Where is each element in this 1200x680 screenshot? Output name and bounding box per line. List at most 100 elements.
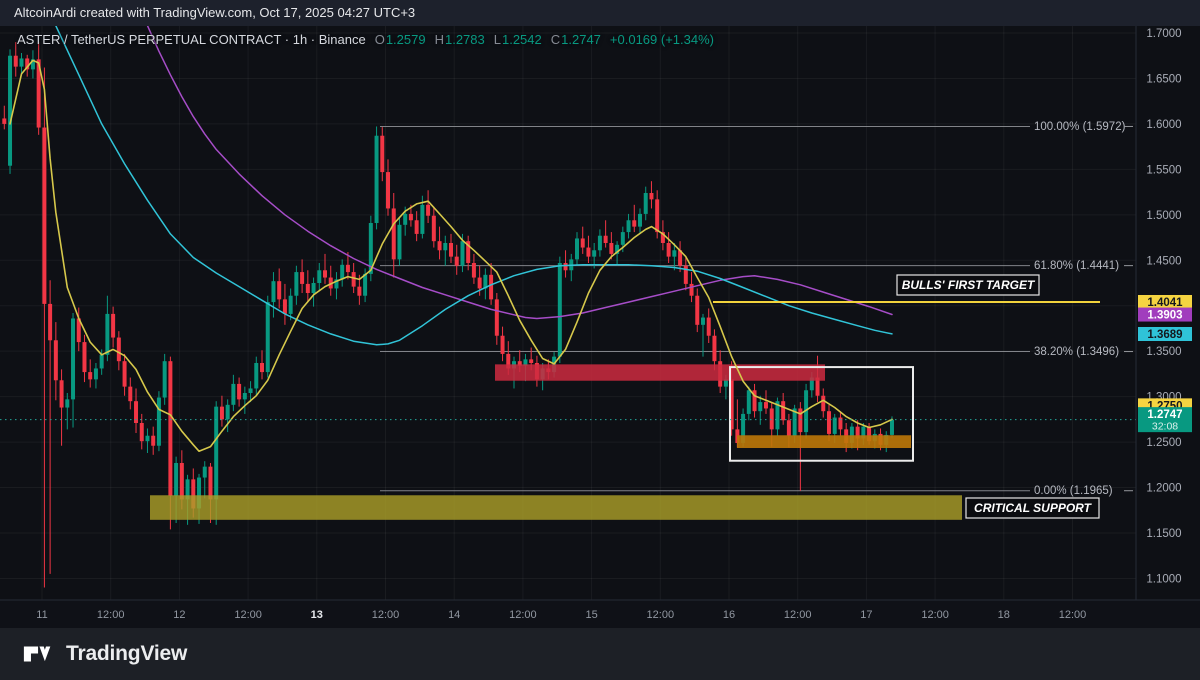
critical-support-zone[interactable] — [150, 495, 962, 520]
annotation-text: CRITICAL SUPPORT — [974, 501, 1093, 515]
candle-body — [592, 250, 597, 257]
candle-body — [437, 241, 442, 251]
price-axis[interactable]: 1.7000 1.6500 1.6000 1.5500 1.5000 1.4500 1.40… — [1135, 26, 1182, 600]
candle-body — [889, 419, 894, 435]
candle-body — [603, 235, 608, 243]
candle — [563, 250, 568, 278]
candle-body — [19, 58, 24, 67]
price-tick-label: 1.4500 — [1146, 255, 1181, 267]
close-label: C — [550, 32, 561, 47]
candle-body — [506, 353, 511, 369]
symbol-title[interactable]: ASTER / TetherUS PERPETUAL CONTRACT · 1h… — [17, 32, 366, 47]
candle — [162, 353, 167, 405]
fib-retracement[interactable] — [380, 125, 1030, 492]
time-tick-label: 13 — [311, 609, 323, 621]
symbol-status-bar[interactable]: ASTER / TetherUS PERPETUAL CONTRACT · 1h… — [17, 32, 714, 47]
fib-label: 61.80% (1.4441) — [1034, 260, 1119, 272]
resistance-zone[interactable] — [495, 364, 825, 381]
candlestick-chart[interactable]: 100.00% (1.5972) 61.80% (1.4441) 38.20% (1… — [0, 26, 1200, 628]
text-annotations[interactable]: BULLS' FIRST TARGET CRITICAL SUPPORT — [896, 274, 1100, 519]
tradingview-logo-icon[interactable] — [22, 642, 56, 666]
candle — [19, 52, 24, 74]
candle-body — [305, 283, 310, 293]
ma-mid-cyan — [55, 26, 893, 346]
candle-body — [82, 342, 87, 373]
candle-body — [517, 361, 522, 366]
candle-body — [363, 273, 368, 296]
price-tag-value: 1.3689 — [1147, 329, 1182, 341]
candle-body — [460, 241, 465, 266]
time-tick-label: 14 — [448, 609, 460, 621]
candle — [271, 272, 276, 318]
candle-body — [746, 390, 751, 414]
candle — [569, 253, 574, 282]
candle-body — [786, 420, 791, 436]
candle-body — [454, 256, 459, 266]
candle-body — [174, 462, 179, 496]
candle — [471, 253, 476, 284]
price-tick-label: 1.2500 — [1146, 437, 1181, 449]
candle — [489, 262, 494, 305]
candle — [649, 181, 654, 209]
candle-body — [678, 250, 683, 266]
candle-body — [345, 264, 350, 273]
price-tag-bg — [1138, 294, 1192, 309]
candle — [225, 399, 230, 433]
candle-body — [13, 55, 18, 67]
candle — [615, 241, 620, 266]
candle — [311, 277, 316, 307]
candle — [437, 226, 442, 260]
bulls-first-target-label[interactable]: BULLS' FIRST TARGET — [896, 274, 1040, 296]
candle-body — [471, 262, 476, 278]
chart-pane[interactable]: 100.00% (1.5972) 61.80% (1.4441) 38.20% (1… — [0, 26, 1200, 628]
candle — [231, 374, 236, 412]
candle-body — [202, 466, 207, 478]
low-value: 1.2542 — [501, 32, 542, 47]
candle — [317, 262, 322, 291]
candle-body — [265, 302, 270, 373]
tradingview-brand-text[interactable]: TradingView — [66, 642, 188, 665]
candle — [151, 426, 156, 455]
range-box[interactable] — [729, 366, 914, 462]
price-tick-label: 1.7000 — [1146, 28, 1181, 40]
candle-body — [185, 479, 190, 500]
candle — [254, 356, 259, 396]
candle-body — [191, 479, 196, 509]
candle-body — [282, 299, 287, 314]
time-axis[interactable]: 11 12:00 12 12:00 13 12:00 14 12:00 15 12:00 16 12:… — [0, 599, 1200, 628]
highlight-zones[interactable] — [150, 364, 962, 520]
candle — [763, 390, 768, 414]
candle-body — [65, 399, 70, 408]
candle-body — [134, 401, 139, 423]
candle — [758, 395, 763, 425]
candle-body — [741, 413, 746, 443]
candle-body — [443, 242, 448, 251]
candle-body — [225, 404, 230, 420]
demand-zone[interactable] — [737, 435, 911, 448]
price-tag-value: 1.2747 — [1147, 409, 1182, 421]
candle-body — [489, 274, 494, 300]
candle-body — [48, 303, 53, 341]
candle — [340, 259, 345, 287]
candle-body — [288, 295, 293, 314]
ma-slow-purple — [146, 26, 893, 320]
candle-body — [231, 383, 236, 405]
price-tag-bg — [1138, 326, 1192, 341]
price-tick-label: 1.5500 — [1146, 164, 1181, 176]
candle — [288, 288, 293, 321]
candle-body — [374, 135, 379, 223]
time-tick-label: 12:00 — [509, 609, 537, 621]
candle-body — [867, 426, 872, 442]
candle-body — [426, 204, 431, 216]
consolidation-box[interactable] — [729, 366, 914, 462]
candle-body — [105, 313, 110, 355]
candle — [65, 392, 70, 430]
candle-body — [334, 279, 339, 289]
candle — [219, 395, 224, 427]
candle — [494, 292, 499, 345]
candle-body — [71, 318, 76, 400]
critical-support-label[interactable]: CRITICAL SUPPORT — [965, 497, 1100, 519]
candle-body — [523, 359, 528, 366]
